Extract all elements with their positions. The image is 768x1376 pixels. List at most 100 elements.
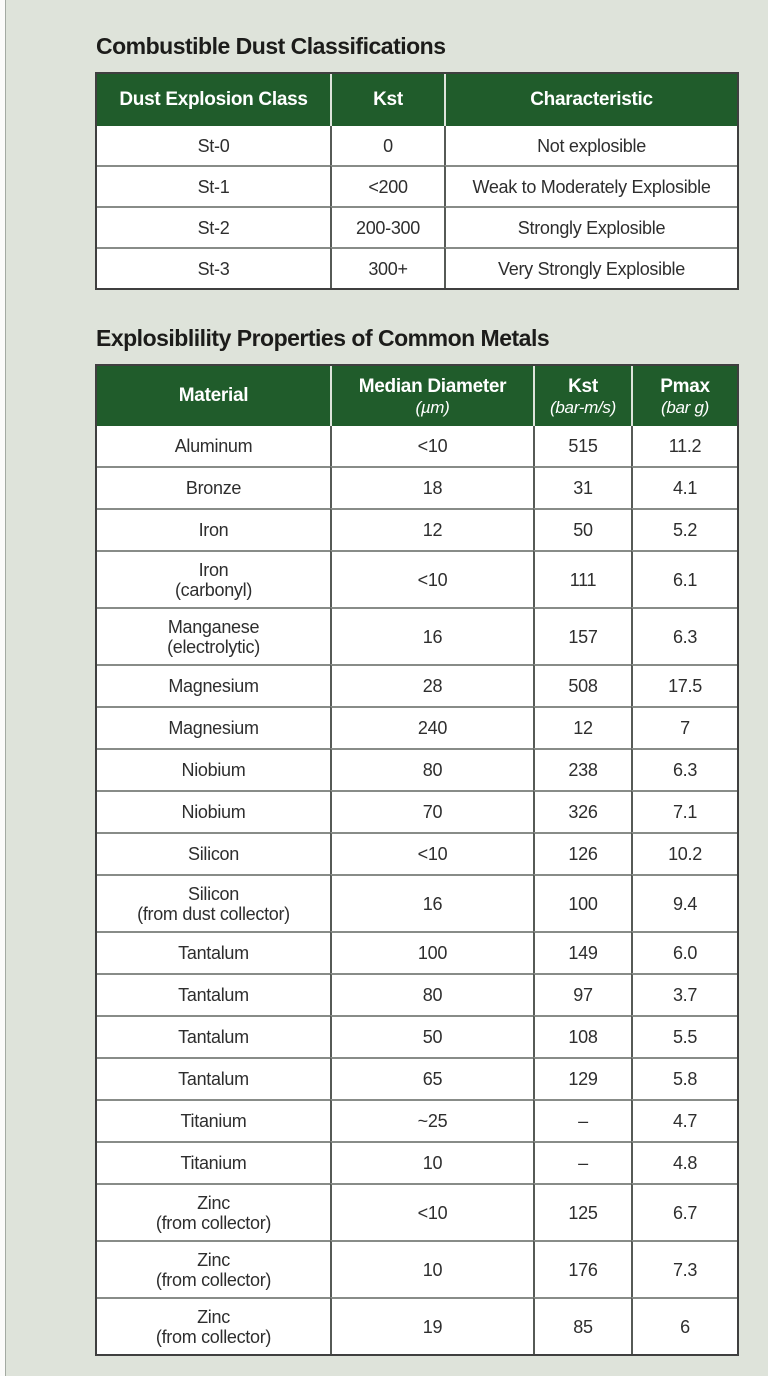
table-cell: Bronze — [97, 466, 330, 508]
table-cell: 6.0 — [631, 931, 737, 973]
table-cell: 108 — [533, 1015, 631, 1057]
table-cell: 200-300 — [330, 206, 444, 247]
table-cell: Silicon — [97, 832, 330, 874]
table-cell: 28 — [330, 664, 533, 706]
table-cell: Tantalum — [97, 1057, 330, 1099]
metal-row: Niobium 70 326 7.1 — [97, 790, 737, 832]
table-cell: 300+ — [330, 247, 444, 288]
table-cell: <10 — [330, 1183, 533, 1240]
table-cell: Titanium — [97, 1099, 330, 1141]
metal-row: Manganese (electrolytic) 16 157 6.3 — [97, 607, 737, 664]
metal-row: Titanium 10–4.8 — [97, 1141, 737, 1183]
table-cell: Strongly Explosible — [444, 206, 737, 247]
table-cell: 515 — [533, 426, 631, 466]
column-label: Material — [178, 385, 249, 406]
table-cell: Aluminum — [174, 436, 253, 456]
table-cell: 18 — [330, 466, 533, 508]
table-cell: 12 — [533, 706, 631, 748]
table-cell: 157 — [533, 607, 631, 664]
table-cell: Magnesium — [97, 664, 330, 706]
metal-row: Zinc (from collector) 19 85 6 — [97, 1297, 737, 1354]
table-cell: 100 — [533, 874, 631, 931]
table-cell: St-2 — [97, 206, 330, 247]
table-cell: 6.1 — [631, 550, 737, 607]
classification-row: St-3 300+ Very Strongly Explosible — [97, 247, 737, 288]
table-cell: <10 — [330, 832, 533, 874]
table-cell: 19 — [330, 1297, 533, 1354]
table-cell: 10.2 — [631, 832, 737, 874]
table-cell: Silicon (from dust collector) — [97, 874, 330, 931]
table-cell: Niobium — [97, 748, 330, 790]
table-cell: <10 — [330, 426, 533, 466]
table-cell: Magnesium — [97, 706, 330, 748]
classification-header-row: Dust Explosion Class Kst Characteristic — [97, 74, 737, 126]
table-cell: 176 — [533, 1240, 631, 1297]
column-header-median-diameter: Median Diameter (µm) — [330, 366, 533, 426]
table-cell: Titanium — [97, 1141, 330, 1183]
table-cell: 80 — [330, 973, 533, 1015]
table-cell: 7.3 — [631, 1240, 737, 1297]
table-cell: St-1 — [97, 165, 330, 206]
table-cell: Niobium — [97, 790, 330, 832]
table-cell: 100 — [330, 931, 533, 973]
table-cell: 5.5 — [631, 1015, 737, 1057]
table-cell: 508 — [533, 664, 631, 706]
table-cell: Tantalum — [97, 973, 330, 1015]
metal-row: Zinc (from collector) 10 176 7.3 — [97, 1240, 737, 1297]
table-cell: 4.1 — [631, 466, 737, 508]
table-cell: 97 — [533, 973, 631, 1015]
table-cell: 3.7 — [631, 973, 737, 1015]
table-cell: 11.2 — [631, 426, 737, 466]
metal-row: Zinc (from collector) <10 125 6.7 — [97, 1183, 737, 1240]
table-cell: 17.5 — [631, 664, 737, 706]
metal-row: Bronze 18 31 4.1 — [97, 466, 737, 508]
column-header-kst: Kst (bar-m/s) — [533, 366, 631, 426]
table-cell: Weak to Moderately Explosible — [444, 165, 737, 206]
table-cell: Manganese (electrolytic) — [97, 607, 330, 664]
table-cell: 6.7 — [631, 1183, 737, 1240]
metal-row: Niobium 80 238 6.3 — [97, 748, 737, 790]
table-cell: Zinc (from collector) — [97, 1240, 330, 1297]
metals-table-title: Explosiblility Properties of Common Meta… — [96, 325, 550, 351]
table-cell: 16 — [330, 874, 533, 931]
column-header-kst: Kst — [330, 74, 444, 126]
table-cell: 129 — [533, 1057, 631, 1099]
table-cell: – — [533, 1141, 631, 1183]
table-cell: 50 — [330, 1015, 533, 1057]
metal-row: Tantalum 65 129 5.8 — [97, 1057, 737, 1099]
metal-row: Tantalum 80 97 3.7 — [97, 973, 737, 1015]
column-header-dust-explosion-class: Dust Explosion Class — [97, 74, 330, 126]
table-cell: 238 — [533, 748, 631, 790]
dust-classification-table: Dust Explosion Class Kst Characteristic … — [95, 72, 739, 290]
classification-row: St-2 200-300 Strongly Explosible — [97, 206, 737, 247]
table-cell: 5.2 — [631, 508, 737, 550]
table-cell: 10 — [330, 1240, 533, 1297]
metal-row: Magnesium 28 508 17.5 — [97, 664, 737, 706]
table-cell: Tantalum — [97, 1015, 330, 1057]
table-cell: 240 — [330, 706, 533, 748]
metal-row: Tantalum 100 149 6.0 — [97, 931, 737, 973]
table-cell: 31 — [533, 466, 631, 508]
table-cell: <200 — [330, 165, 444, 206]
column-label: Median Diameter — [358, 375, 507, 397]
classification-row: St-1 <200 Weak to Moderately Explosible — [97, 165, 737, 206]
table-cell: 65 — [330, 1057, 533, 1099]
table-cell: Not explosible — [444, 126, 737, 165]
table-cell: St-0 — [197, 135, 230, 156]
metal-row: Silicon (from dust collector) 16 100 9.4 — [97, 874, 737, 931]
column-header-material: Material — [97, 366, 330, 426]
classification-row: St-0 0 Not explosible — [97, 126, 737, 165]
table-cell: 50 — [533, 508, 631, 550]
table-cell: 12 — [330, 508, 533, 550]
column-unit: (bar-m/s) — [550, 397, 616, 417]
table-cell: 4.8 — [631, 1141, 737, 1183]
table-cell: 70 — [330, 790, 533, 832]
column-label: Pmax — [660, 375, 710, 397]
table-cell: 6.3 — [631, 748, 737, 790]
metals-properties-table: Material Median Diameter (µm) Kst (bar-m… — [95, 364, 739, 1356]
table-cell: 80 — [330, 748, 533, 790]
table-cell: 9.4 — [631, 874, 737, 931]
table-cell: 16 — [330, 607, 533, 664]
page-content: Combustible Dust Classifications Dust Ex… — [95, 0, 739, 1356]
